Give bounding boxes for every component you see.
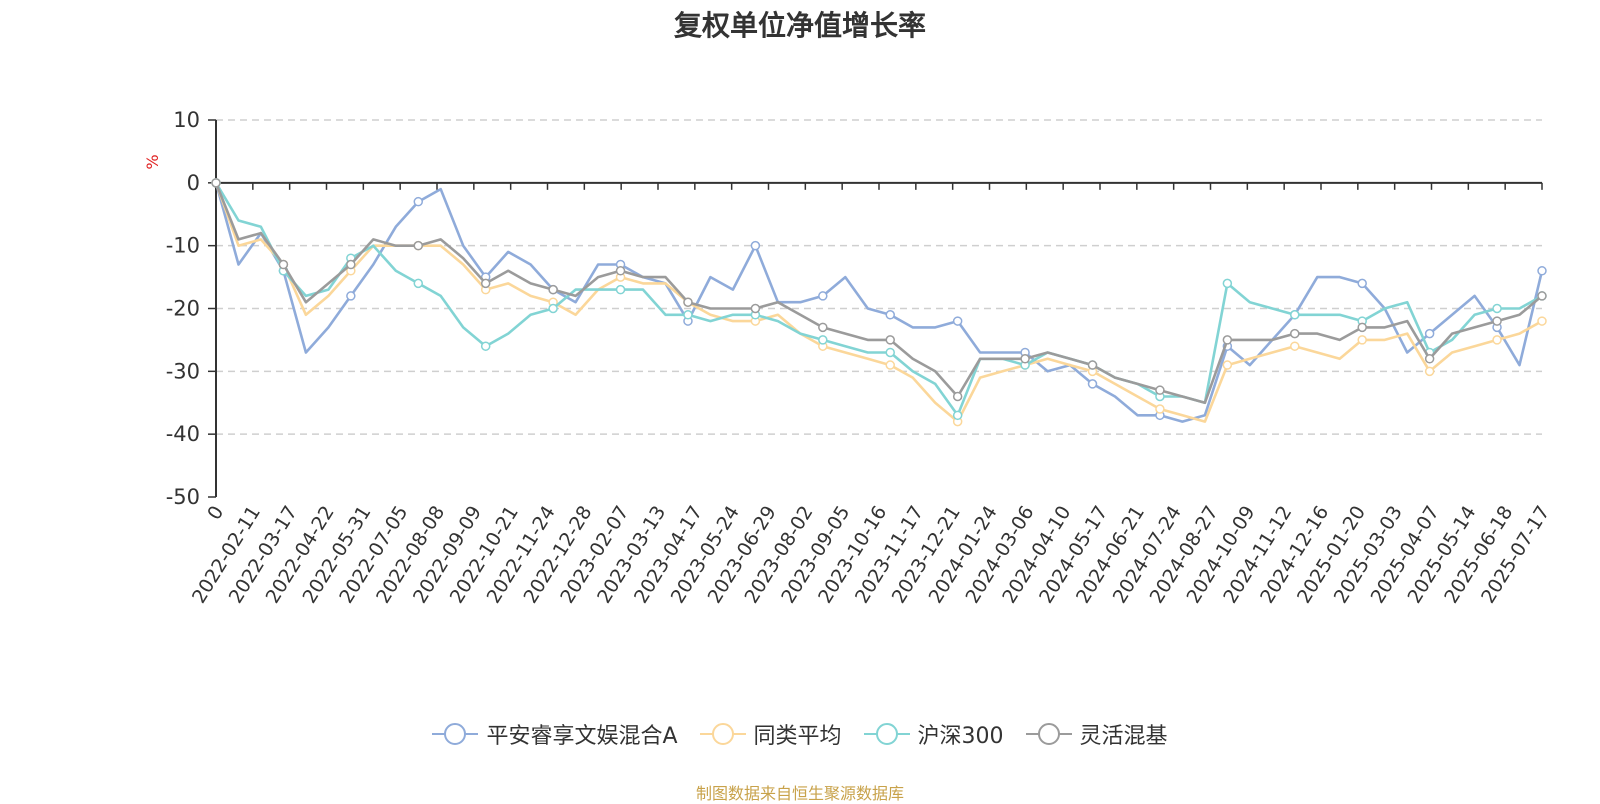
legend-marker-icon	[699, 722, 746, 746]
y-tick-label: -10	[166, 234, 200, 258]
data-point	[615, 266, 626, 276]
y-tick-label: 10	[173, 108, 200, 132]
data-point	[885, 360, 895, 370]
data-point	[1492, 335, 1502, 345]
data-point	[1087, 379, 1098, 389]
data-point	[1222, 360, 1233, 370]
legend-marker-icon	[432, 722, 479, 746]
data-point	[615, 284, 626, 295]
data-point	[885, 310, 895, 320]
legend-item[interactable]: 灵活混基	[1025, 718, 1168, 750]
data-point	[413, 278, 424, 289]
data-point	[1357, 335, 1367, 345]
data-source-footnote: 制图数据来自恒生聚源数据库	[695, 784, 904, 803]
x-tick-label: 0	[203, 502, 228, 524]
data-point	[211, 178, 221, 188]
data-point	[346, 259, 356, 270]
data-point	[1290, 328, 1300, 339]
data-point	[818, 322, 828, 333]
y-axis-label: %	[143, 154, 162, 169]
data-point	[1492, 316, 1502, 326]
legend-label: 沪深300	[917, 724, 1004, 749]
legend-marker-icon	[863, 722, 910, 746]
data-point	[818, 291, 828, 301]
y-tick-label: -40	[166, 422, 200, 446]
data-point	[1424, 366, 1435, 377]
y-tick-label: -50	[166, 485, 200, 509]
data-point	[346, 291, 356, 301]
data-point	[1424, 354, 1435, 364]
data-point	[1537, 291, 1547, 301]
data-point	[1537, 266, 1547, 276]
data-point	[480, 278, 491, 289]
data-point	[818, 335, 828, 345]
data-point	[1357, 322, 1367, 333]
legend-marker-icon	[1025, 722, 1072, 746]
data-point	[885, 335, 895, 345]
data-point	[952, 391, 963, 402]
series-line-2	[214, 182, 1543, 417]
data-point	[885, 347, 895, 358]
data-point	[1492, 303, 1502, 314]
legend-item[interactable]: 同类平均	[699, 718, 842, 750]
data-point	[548, 284, 558, 295]
legend-item[interactable]: 平安睿享文娱混合A	[432, 718, 678, 750]
chart-title: 复权单位净值增长率	[673, 9, 926, 42]
data-point	[278, 259, 289, 270]
legend-label: 灵活混基	[1079, 724, 1168, 749]
data-point	[952, 316, 963, 326]
legend-label: 同类平均	[753, 724, 842, 749]
data-point	[1424, 328, 1435, 339]
y-tick-label: -30	[166, 359, 200, 383]
data-point	[413, 196, 424, 207]
legend: 平安睿享文娱混合A 同类平均 沪深300 灵活混基	[0, 718, 1600, 750]
data-point	[683, 297, 693, 307]
data-point	[413, 240, 424, 251]
data-point	[952, 410, 963, 421]
series-line-0	[214, 182, 1544, 423]
legend-label: 平安睿享文娱混合A	[486, 724, 678, 749]
legend-item[interactable]: 沪深300	[863, 718, 1004, 750]
series-line-1	[214, 182, 1543, 423]
series-line-3	[214, 182, 1543, 405]
data-point	[1290, 341, 1300, 351]
data-point	[1290, 310, 1300, 320]
data-point	[683, 310, 693, 320]
data-point	[750, 303, 761, 314]
y-tick-label: 0	[187, 171, 200, 195]
data-point	[548, 303, 558, 314]
y-tick-label: -20	[166, 297, 200, 321]
data-point	[1357, 278, 1367, 289]
data-point	[1537, 316, 1547, 326]
data-point	[1222, 278, 1233, 289]
data-point	[480, 341, 491, 351]
data-point	[1020, 354, 1030, 364]
data-point	[1087, 360, 1098, 370]
data-point	[750, 240, 761, 251]
data-point	[1155, 404, 1165, 414]
data-point	[1155, 385, 1165, 395]
data-point	[1222, 335, 1233, 345]
